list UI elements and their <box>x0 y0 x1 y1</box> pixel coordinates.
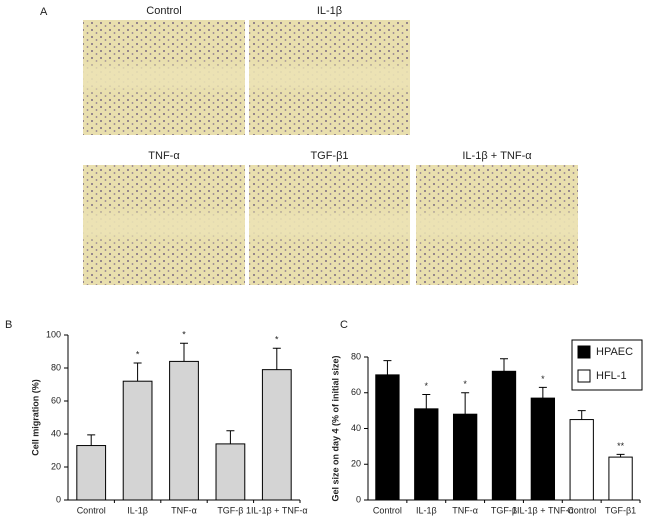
bar <box>122 380 153 501</box>
legend-label: HFL-1 <box>596 370 627 382</box>
y-axis-label: Cell migration (%) <box>30 379 40 456</box>
bar <box>375 374 400 501</box>
error-bar <box>538 386 547 399</box>
panel-label: C <box>340 319 348 331</box>
x-tick-label: TNF-α <box>171 505 197 515</box>
significance-mark: * <box>275 335 279 345</box>
bar <box>261 369 292 501</box>
bar <box>569 419 594 501</box>
y-tick-label: 0 <box>56 494 61 504</box>
y-tick-label: 0 <box>356 494 361 504</box>
error-bar <box>87 434 96 446</box>
x-tick-label: Control <box>567 505 596 515</box>
bar <box>76 445 107 501</box>
y-tick-label: 60 <box>51 395 61 405</box>
wound-gap <box>416 204 578 246</box>
x-tick-label: Control <box>373 505 402 515</box>
error-bar <box>577 410 586 420</box>
error-bar <box>616 453 625 458</box>
significance-mark: * <box>182 330 186 340</box>
significance-mark: * <box>463 379 467 389</box>
error-bar <box>272 347 281 370</box>
wound-gap <box>249 204 410 246</box>
error-bar <box>226 430 235 444</box>
x-tick-label: 1IL-1β + TNF-α <box>246 505 308 515</box>
error-bar <box>422 394 431 409</box>
legend-swatch <box>577 369 591 383</box>
image-label: IL-1β <box>317 5 342 17</box>
y-tick-label: 40 <box>351 423 361 433</box>
significance-mark: ** <box>617 441 625 451</box>
legend-label: HPAEC <box>596 346 633 358</box>
image-label: Control <box>146 5 181 17</box>
y-tick-label: 20 <box>351 459 361 469</box>
panel-label: B <box>5 319 12 331</box>
significance-mark: * <box>541 374 545 384</box>
error-bar <box>461 392 470 415</box>
image-label: TNF-α <box>148 150 180 162</box>
x-tick-label: TGF-β <box>491 505 517 515</box>
panel-label: A <box>40 6 48 18</box>
error-bar <box>180 342 188 362</box>
y-tick-label: 20 <box>51 461 61 471</box>
significance-mark: * <box>425 381 429 391</box>
y-tick-label: 80 <box>351 351 361 361</box>
wound-gap <box>83 204 245 246</box>
image-label: TGF-β1 <box>310 150 348 162</box>
bar <box>215 443 246 501</box>
bar <box>530 397 556 501</box>
image-label: IL-1β + TNF-α <box>462 150 532 162</box>
y-tick-label: 60 <box>351 387 361 397</box>
x-tick-label: IL-1β <box>416 505 437 515</box>
wound-gap <box>249 57 410 98</box>
error-bar <box>133 362 142 382</box>
x-tick-label: 1IL-1β + TNF-α <box>512 505 574 515</box>
y-tick-label: 80 <box>51 362 61 372</box>
y-axis-label: Gel size on day 4 (% of initial size) <box>330 355 340 501</box>
x-tick-label: TNF-α <box>452 505 478 515</box>
legend-swatch <box>577 345 591 359</box>
x-tick-label: TGF-β <box>217 505 243 515</box>
significance-mark: * <box>136 349 140 359</box>
x-tick-label: TGF-β1 <box>605 505 636 515</box>
y-tick-label: 40 <box>51 428 61 438</box>
bar <box>169 360 199 501</box>
error-bar <box>500 358 508 372</box>
x-tick-label: Control <box>77 505 106 515</box>
x-tick-label: IL-1β <box>127 505 148 515</box>
bar <box>452 413 478 501</box>
bar <box>608 456 633 501</box>
bar <box>491 370 517 501</box>
bar <box>414 408 439 501</box>
error-bar <box>383 360 392 375</box>
wound-gap <box>83 57 245 98</box>
y-tick-label: 100 <box>46 329 61 339</box>
